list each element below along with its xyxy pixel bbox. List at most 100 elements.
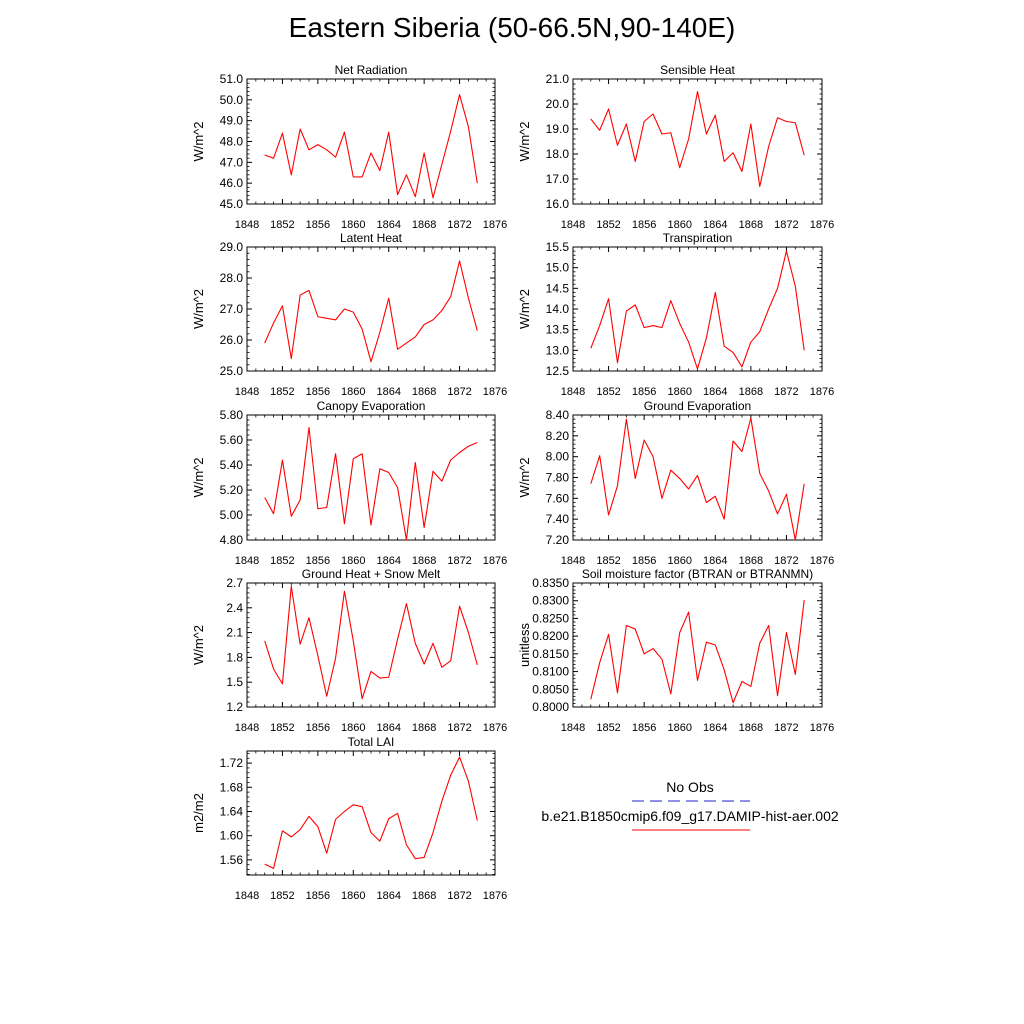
y-tick-label: 1.2 — [226, 700, 243, 714]
x-tick-label: 1872 — [774, 219, 798, 231]
x-tick-label: 1864 — [703, 219, 727, 231]
panel-9: 1848 1852 1856 1860 1864 1868 1872 1876 1.56 1.60… — [191, 735, 507, 902]
y-tick-label: 1.68 — [220, 780, 244, 794]
panel-3: 1848 1852 1856 1860 1864 1868 1872 1876 25.0 26.0… — [191, 231, 507, 398]
panel-title: Ground Heat + Snow Melt — [302, 567, 441, 581]
panel-2: 1848 1852 1856 1860 1864 1868 1872 1876 16.0 17.0… — [517, 63, 834, 231]
y-tick-label: 12.5 — [546, 364, 570, 378]
y-axis-label: W/m^2 — [191, 121, 206, 161]
x-tick-label: 1852 — [596, 555, 620, 567]
legend-model-label: b.e21.B1850cmip6.f09_g17.DAMIP-hist-aer.… — [541, 808, 839, 824]
y-tick-label: 7.60 — [546, 491, 570, 505]
y-tick-label: 13.5 — [546, 323, 570, 337]
panel-title: Latent Heat — [340, 231, 403, 245]
y-tick-label: 1.8 — [226, 650, 243, 664]
y-axis-label: m2/m2 — [191, 793, 206, 833]
y-tick-label: 7.20 — [546, 533, 570, 547]
y-tick-label: 25.0 — [220, 364, 244, 378]
y-tick-label: 5.80 — [220, 408, 244, 422]
y-axis-label: W/m^2 — [191, 625, 206, 665]
series-line — [590, 417, 805, 541]
x-tick-label: 1848 — [561, 555, 585, 567]
panel-title: Net Radiation — [335, 63, 408, 77]
x-tick-label: 1876 — [483, 555, 507, 567]
y-tick-label: 5.00 — [220, 508, 244, 522]
x-tick-label: 1852 — [596, 386, 620, 398]
y-tick-label: 1.72 — [220, 756, 244, 770]
plot-frame — [246, 750, 496, 876]
x-tick-label: 1872 — [447, 890, 471, 902]
x-tick-label: 1860 — [667, 386, 691, 398]
y-tick-label: 26.0 — [220, 333, 244, 347]
x-tick-label: 1864 — [703, 722, 727, 734]
x-tick-label: 1860 — [341, 555, 365, 567]
series-line — [264, 260, 478, 363]
panel-1: 1848 1852 1856 1860 1864 1868 1872 1876 45.0 46.0… — [191, 63, 507, 231]
series-line — [590, 250, 805, 370]
x-tick-label: 1868 — [412, 219, 436, 231]
x-tick-label: 1868 — [412, 555, 436, 567]
panel-title: Ground Evaporation — [644, 399, 751, 413]
y-tick-label: 15.5 — [546, 240, 570, 254]
plot-frame — [572, 414, 823, 541]
x-tick-label: 1848 — [235, 219, 259, 231]
y-tick-label: 0.8300 — [532, 594, 569, 608]
x-tick-label: 1852 — [270, 890, 294, 902]
y-axis-label: W/m^2 — [191, 289, 206, 329]
y-tick-label: 1.60 — [220, 829, 244, 843]
y-tick-label: 0.8350 — [532, 576, 569, 590]
x-tick-label: 1856 — [306, 890, 330, 902]
y-tick-label: 0.8200 — [532, 629, 569, 643]
y-axis-label: W/m^2 — [517, 289, 532, 329]
y-tick-label: 7.40 — [546, 512, 570, 526]
y-tick-label: 20.0 — [546, 97, 570, 111]
x-tick-label: 1848 — [235, 555, 259, 567]
y-tick-label: 0.8250 — [532, 611, 569, 625]
plot-frame — [246, 246, 496, 372]
x-tick-label: 1852 — [270, 722, 294, 734]
panel-7: 1848 1852 1856 1860 1864 1868 1872 1876 1.2 1.5 1.… — [191, 567, 507, 734]
series-line — [264, 585, 478, 700]
y-tick-label: 17.0 — [546, 172, 570, 186]
y-tick-label: 19.0 — [546, 122, 570, 136]
x-tick-label: 1852 — [270, 555, 294, 567]
y-tick-label: 28.0 — [220, 271, 244, 285]
y-tick-label: 2.4 — [226, 601, 243, 615]
x-tick-label: 1868 — [739, 386, 763, 398]
y-tick-label: 5.40 — [220, 458, 244, 472]
x-tick-label: 1860 — [341, 722, 365, 734]
y-tick-label: 51.0 — [220, 72, 244, 86]
y-tick-label: 18.0 — [546, 147, 570, 161]
y-tick-label: 14.5 — [546, 281, 570, 295]
panel-title: Transpiration — [663, 231, 733, 245]
x-tick-label: 1876 — [483, 386, 507, 398]
plot-frame — [246, 582, 496, 708]
x-tick-label: 1852 — [270, 219, 294, 231]
y-tick-label: 14.0 — [546, 302, 570, 316]
x-tick-label: 1876 — [810, 219, 834, 231]
x-tick-label: 1864 — [703, 386, 727, 398]
x-tick-label: 1864 — [376, 890, 400, 902]
series-line — [264, 756, 478, 869]
y-tick-label: 29.0 — [220, 240, 244, 254]
x-tick-label: 1852 — [596, 722, 620, 734]
y-tick-label: 1.64 — [220, 804, 244, 818]
x-tick-label: 1876 — [483, 722, 507, 734]
x-tick-label: 1876 — [810, 386, 834, 398]
x-tick-label: 1872 — [447, 219, 471, 231]
x-tick-label: 1868 — [412, 890, 436, 902]
x-tick-label: 1872 — [447, 386, 471, 398]
x-tick-label: 1860 — [667, 555, 691, 567]
series-line — [590, 599, 805, 704]
panel-title: Total LAI — [348, 735, 395, 749]
y-tick-label: 2.7 — [226, 576, 243, 590]
x-tick-label: 1876 — [483, 890, 507, 902]
panel-5: 1848 1852 1856 1860 1864 1868 1872 1876 4.80 5.00… — [191, 399, 507, 567]
panel-title: Soil moisture factor (BTRAN or BTRANMN) — [582, 567, 813, 581]
chart-title: Eastern Siberia (50-66.5N,90-140E) — [288, 12, 736, 43]
y-tick-label: 15.0 — [546, 261, 570, 275]
x-tick-label: 1856 — [306, 722, 330, 734]
x-tick-label: 1872 — [774, 722, 798, 734]
legend — [632, 800, 750, 831]
